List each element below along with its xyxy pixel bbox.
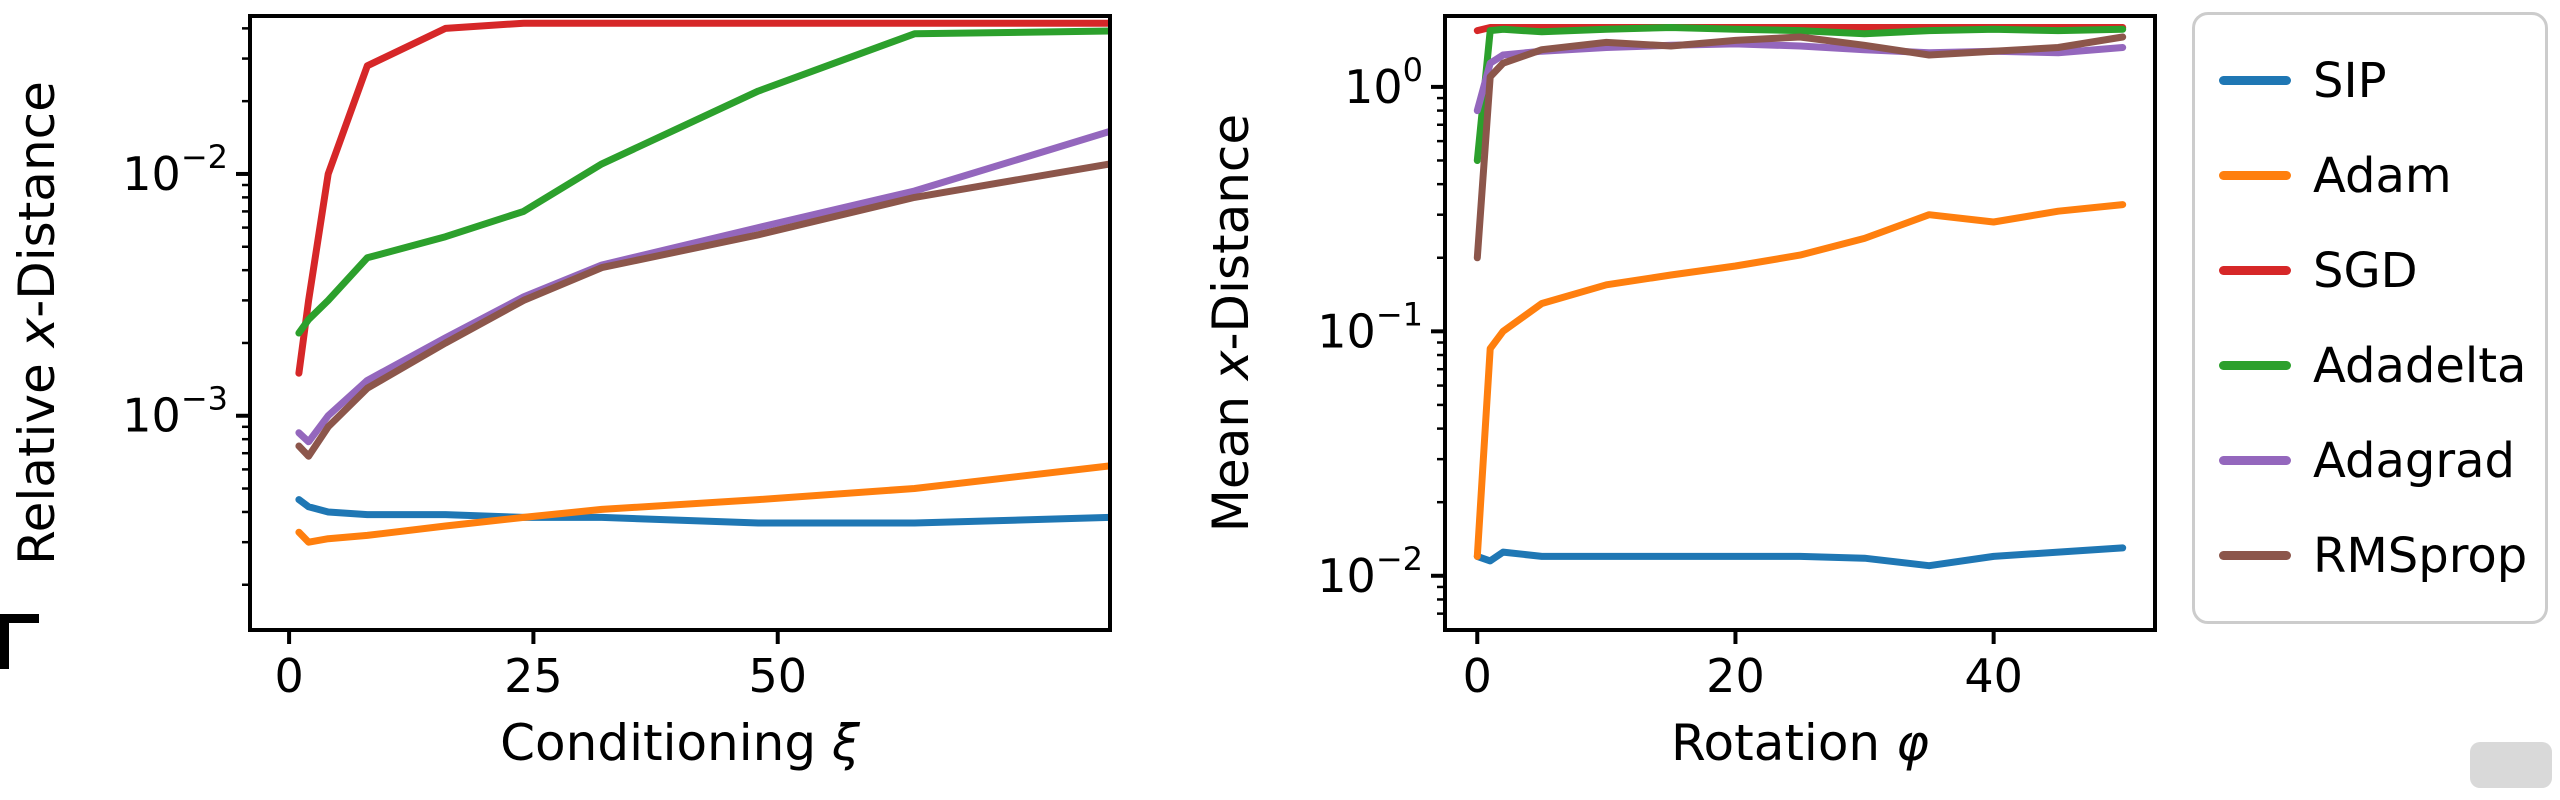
x-tick-label: 0 <box>1463 649 1492 703</box>
legend-entry: RMSprop <box>2219 532 2527 580</box>
y-tick-label: 10−2 <box>1317 540 1423 603</box>
legend-label: Adagrad <box>2313 432 2515 489</box>
legend: SIP Adam SGD Adadelta Adagrad RMSprop <box>2192 12 2548 624</box>
line-RMSprop <box>295 160 1110 460</box>
line-Adadelta <box>1473 24 2127 164</box>
chart-0: 0 25 50 10−3 10−2 Conditioning ξ Relative x-Di… <box>8 14 1112 772</box>
y-axis-label: Mean x-Distance <box>1202 114 1260 532</box>
series-lines <box>295 19 1110 546</box>
legend-label: RMSprop <box>2313 527 2528 584</box>
legend-line-swatch <box>2219 76 2291 85</box>
legend-entry: Adam <box>2219 152 2521 200</box>
axes-spines <box>1443 14 2157 632</box>
y-axis-label: Relative x-Distance <box>8 81 66 565</box>
line-Adagrad <box>1473 40 2127 115</box>
legend-line-swatch <box>2219 266 2291 275</box>
x-axis-label: Rotation φ <box>1671 714 1929 772</box>
line-SIP <box>1473 544 2127 570</box>
chart-1: 0 20 40 10−2 10−1 100 Rotation φ Mean x-Distanc… <box>1202 14 2157 772</box>
series-lines <box>1473 24 2127 570</box>
line-Adam <box>295 462 1110 546</box>
line-Adam <box>1473 201 2127 560</box>
line-RMSprop <box>1473 33 2127 262</box>
axes-spines <box>248 14 1112 632</box>
y-tick-label: 10−3 <box>122 380 228 443</box>
legend-entry: Adadelta <box>2219 342 2526 390</box>
legend-line-swatch <box>2219 456 2291 465</box>
line-Adadelta <box>295 27 1110 337</box>
legend-line-swatch <box>2219 361 2291 370</box>
legend-label: SIP <box>2313 52 2387 109</box>
cropped-axis-mark <box>0 614 39 669</box>
legend-entry: SGD <box>2219 247 2521 295</box>
legend-entry: SIP <box>2219 57 2521 105</box>
legend-label: Adam <box>2313 147 2452 204</box>
corner-artifact <box>2470 742 2552 788</box>
x-tick-label: 25 <box>504 649 563 703</box>
legend-line-swatch <box>2219 551 2291 560</box>
y-tick-label: 10−1 <box>1317 295 1423 358</box>
legend-line-swatch <box>2219 171 2291 180</box>
x-tick-label: 0 <box>274 649 303 703</box>
x-tick-label: 50 <box>748 649 807 703</box>
y-tick-label: 100 <box>1344 51 1423 114</box>
line-SIP <box>295 496 1110 527</box>
x-tick-label: 20 <box>1706 649 1765 703</box>
line-SGD <box>295 19 1110 377</box>
legend-label: SGD <box>2313 242 2418 299</box>
x-axis-label: Conditioning ξ <box>500 714 861 772</box>
legend-label: Adadelta <box>2313 337 2527 394</box>
line-Adagrad <box>295 127 1110 446</box>
x-tick-label: 40 <box>1964 649 2023 703</box>
legend-entry: Adagrad <box>2219 437 2521 485</box>
y-tick-label: 10−2 <box>122 138 228 201</box>
